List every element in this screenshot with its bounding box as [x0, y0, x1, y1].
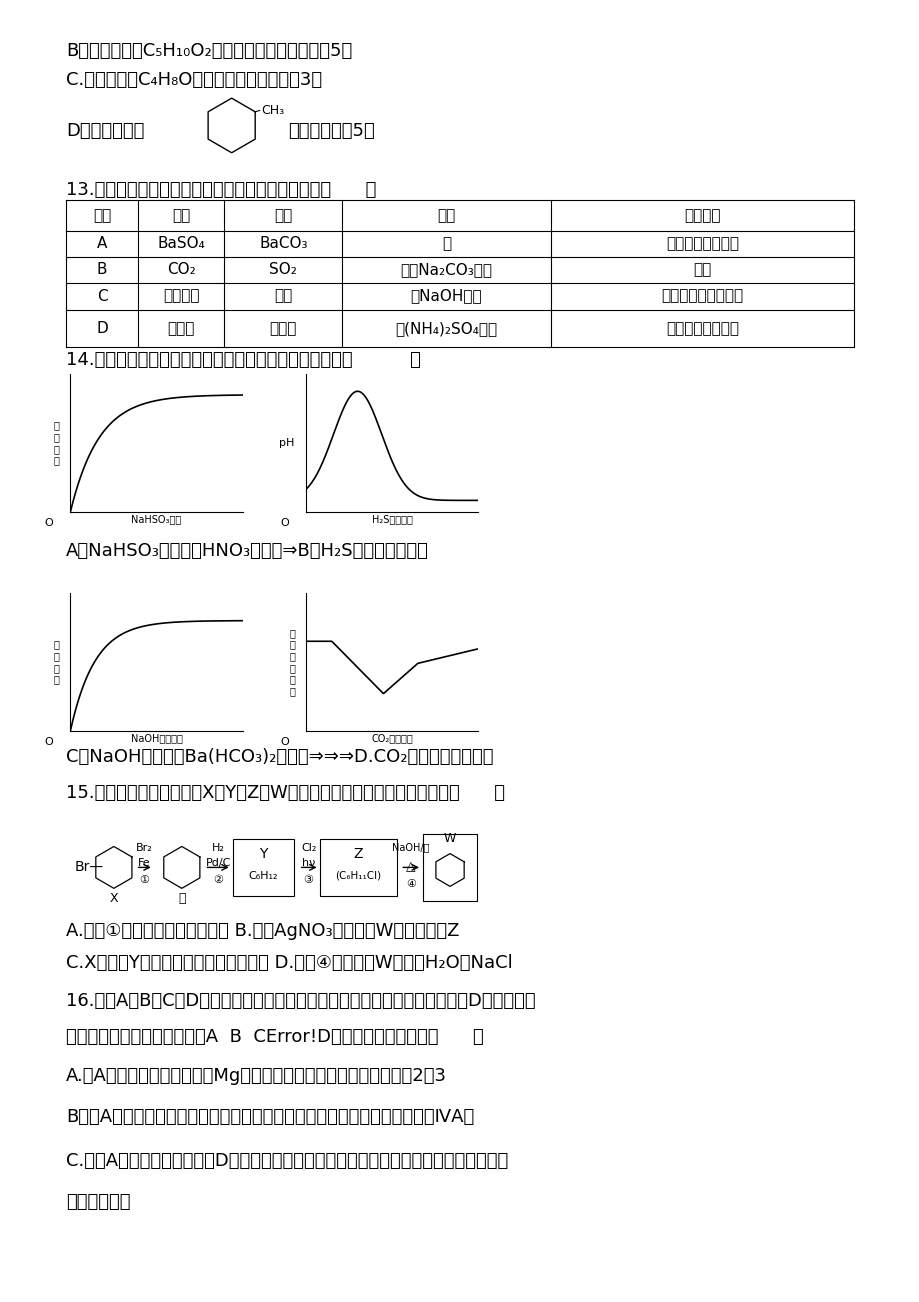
Text: 洗气: 洗气	[693, 262, 710, 277]
Text: 15.以苯为基本原料可制备X、Y、Z、W等物质，下列有关说法中对的的是（      ）: 15.以苯为基本原料可制备X、Y、Z、W等物质，下列有关说法中对的的是（ ）	[66, 784, 505, 802]
Text: Pd/C: Pd/C	[205, 858, 231, 868]
Text: 选项: 选项	[93, 208, 111, 223]
Text: 试剂: 试剂	[437, 208, 455, 223]
Text: H₂: H₂	[211, 842, 224, 853]
Text: 水: 水	[441, 237, 450, 251]
Text: C．NaOH溶液滴入Ba(HCO₃)₂溶液中⇒⇒⇒D.CO₂通入澄清石灰水中: C．NaOH溶液滴入Ba(HCO₃)₂溶液中⇒⇒⇒D.CO₂通入澄清石灰水中	[66, 747, 493, 766]
Text: SO₂: SO₂	[269, 262, 297, 277]
Text: 14.下列实验过程中产生的现象与相应的图形相符合的是（          ）: 14.下列实验过程中产生的现象与相应的图形相符合的是（ ）	[66, 350, 420, 368]
Text: C.X、苯、Y分子中六个碳原子均共平面 D.反映④中产物除W外尚有H₂O和NaCl: C.X、苯、Y分子中六个碳原子均共平面 D.反映④中产物除W外尚有H₂O和NaC…	[66, 954, 512, 971]
Text: 蛋白质: 蛋白质	[167, 320, 195, 336]
Text: A: A	[96, 237, 108, 251]
Text: 提纯措施: 提纯措施	[684, 208, 720, 223]
Text: X: X	[109, 892, 118, 905]
Text: Br₂: Br₂	[136, 842, 153, 853]
Text: NaOH/醇: NaOH/醇	[391, 842, 429, 853]
Text: C.分子构成是C₄H₈O属于醛的同分异构体有3种: C.分子构成是C₄H₈O属于醛的同分异构体有3种	[66, 72, 322, 90]
Text: ③: ③	[303, 875, 313, 885]
Text: Br—: Br—	[74, 861, 104, 875]
Text: B．分子构成是C₅H₁₀O₂属于羧酸的同分异构体有5种: B．分子构成是C₅H₁₀O₂属于羧酸的同分异构体有5种	[66, 42, 352, 60]
Text: CO₂: CO₂	[167, 262, 196, 277]
Text: hν: hν	[301, 858, 315, 868]
Text: BaSO₄: BaSO₄	[157, 237, 205, 251]
Text: 和铝发生钝化: 和铝发生钝化	[66, 1194, 130, 1211]
Text: A.反映①是苯与溴水的取代反映 B.可用AgNO₃溶液检测W中与否混有Z: A.反映①是苯与溴水的取代反映 B.可用AgNO₃溶液检测W中与否混有Z	[66, 922, 459, 940]
Text: A．NaHSO₃粉末加入HNO₃溶液中⇒B．H₂S气体通入氨水中: A．NaHSO₃粉末加入HNO₃溶液中⇒B．H₂S气体通入氨水中	[66, 542, 428, 560]
FancyBboxPatch shape	[320, 838, 397, 896]
Text: ②: ②	[213, 875, 222, 885]
Text: 杂质: 杂质	[274, 208, 292, 223]
Text: Cl₂: Cl₂	[301, 842, 316, 853]
Text: B: B	[96, 262, 108, 277]
Text: 饱和Na₂CO₃溶液: 饱和Na₂CO₃溶液	[400, 262, 492, 277]
Text: D．构造简式为: D．构造简式为	[66, 121, 144, 139]
Text: 16.已知A、B、C、D为短周期元素构成的四种物质，它们有如下转化关系，且D为强电解质: 16.已知A、B、C、D为短周期元素构成的四种物质，它们有如下转化关系，且D为强…	[66, 992, 535, 1010]
Text: Y: Y	[259, 848, 267, 862]
Text: 葡萄糖: 葡萄糖	[269, 320, 297, 336]
Text: C₆H₁₂: C₆H₁₂	[248, 871, 278, 881]
Text: BaCO₃: BaCO₃	[259, 237, 307, 251]
Text: Z: Z	[354, 848, 363, 862]
Text: CH₃: CH₃	[261, 104, 284, 117]
Text: W: W	[443, 832, 456, 845]
Text: (C₆H₁₁Cl): (C₆H₁₁Cl)	[335, 871, 381, 881]
Text: 的一溴代物有5种: 的一溴代物有5种	[288, 121, 374, 139]
Text: 稀NaOH溶液: 稀NaOH溶液	[410, 289, 482, 303]
FancyBboxPatch shape	[423, 833, 477, 901]
Text: △: △	[406, 861, 415, 872]
Text: ④: ④	[405, 879, 415, 889]
Text: 溶解、过滤、洗涤: 溶解、过滤、洗涤	[665, 237, 738, 251]
Text: 乙酸: 乙酸	[274, 289, 292, 303]
Text: C: C	[96, 289, 108, 303]
Text: C.不管A为单质还是化合物，D均有也许是同一种物质，该物质的浓溶液在常温下都能使铁: C.不管A为单质还是化合物，D均有也许是同一种物质，该物质的浓溶液在常温下都能使…	[66, 1152, 507, 1170]
Text: ①: ①	[140, 875, 150, 885]
Text: 13.除去下列物质中所含的少量杂质的措施对的的是（      ）: 13.除去下列物质中所含的少量杂质的措施对的的是（ ）	[66, 181, 376, 199]
Text: 浓(NH₄)₂SO₄溶液: 浓(NH₄)₂SO₄溶液	[395, 320, 497, 336]
Text: 乙酸乙酯: 乙酸乙酯	[163, 289, 199, 303]
FancyBboxPatch shape	[233, 838, 294, 896]
Text: D: D	[96, 320, 108, 336]
Text: 物质: 物质	[172, 208, 190, 223]
Text: （其她有关物质也许省略）。A  B  CError!D下列说法不对的的是（      ）: （其她有关物质也许省略）。A B CError!D下列说法不对的的是（ ）	[66, 1029, 483, 1047]
Text: B．若A为非金属单质，则其构成元素在周期表中的位置也许处在第二周期第ⅣA族: B．若A为非金属单质，则其构成元素在周期表中的位置也许处在第二周期第ⅣA族	[66, 1108, 473, 1126]
Text: 盐析、过滤、洗涤: 盐析、过滤、洗涤	[665, 320, 738, 336]
Text: 混合振荡、静置分液: 混合振荡、静置分液	[661, 289, 743, 303]
Text: 苯: 苯	[178, 892, 186, 905]
Text: A.若A为非金属单质，则它与Mg反映的产物中阴阳离子个数比也许为2：3: A.若A为非金属单质，则它与Mg反映的产物中阴阳离子个数比也许为2：3	[66, 1068, 447, 1085]
Text: Fe: Fe	[138, 858, 151, 868]
